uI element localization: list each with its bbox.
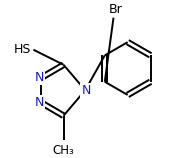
Text: N: N — [82, 84, 91, 97]
Text: N: N — [34, 71, 44, 85]
Text: N: N — [34, 96, 44, 109]
Text: Br: Br — [109, 3, 122, 16]
Text: CH₃: CH₃ — [53, 144, 74, 157]
Text: HS: HS — [14, 43, 32, 56]
